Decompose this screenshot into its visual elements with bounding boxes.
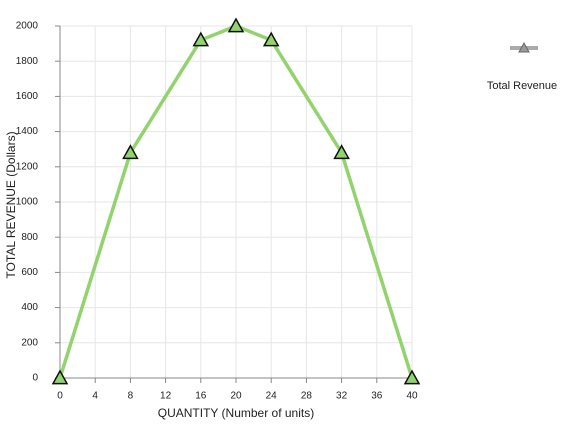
x-tick-label: 0: [57, 391, 63, 402]
legend-marker: [518, 41, 530, 53]
x-tick-label: 40: [406, 391, 418, 402]
x-tick-label: 32: [336, 391, 348, 402]
point-marker: [333, 144, 350, 160]
y-tick-label: 0: [32, 373, 38, 384]
x-tick-label: 16: [195, 391, 207, 402]
point-marker: [403, 369, 421, 385]
y-tick-label: 400: [21, 302, 38, 313]
point-marker: [262, 31, 280, 47]
y-tick-label: 600: [21, 267, 38, 278]
y-tick-label: 2000: [16, 21, 39, 32]
y-tick-label: 200: [21, 337, 38, 348]
legend-label: Total Revenue: [487, 80, 557, 92]
y-axis-title: TOTAL REVENUE (Dollars): [4, 131, 18, 278]
y-tick-label: 1400: [16, 126, 39, 137]
x-tick-label: 4: [92, 391, 98, 402]
point-marker: [192, 31, 210, 47]
x-tick-label: 8: [128, 391, 134, 402]
y-tick-label: 1600: [16, 91, 39, 102]
x-tick-label: 24: [266, 391, 278, 402]
point-marker: [122, 144, 139, 160]
y-tick-label: 800: [21, 232, 38, 243]
x-tick-label: 28: [301, 391, 313, 402]
x-tick-label: 20: [230, 391, 242, 402]
y-tick-label: 1800: [16, 56, 39, 67]
x-axis-title: QUANTITY (Number of units): [158, 406, 314, 420]
point-marker: [227, 17, 245, 33]
x-tick-label: 12: [160, 391, 172, 402]
y-tick-label: 1000: [16, 197, 39, 208]
y-tick-label: 1200: [16, 161, 39, 172]
point-marker: [51, 369, 69, 385]
x-tick-label: 36: [371, 391, 383, 402]
